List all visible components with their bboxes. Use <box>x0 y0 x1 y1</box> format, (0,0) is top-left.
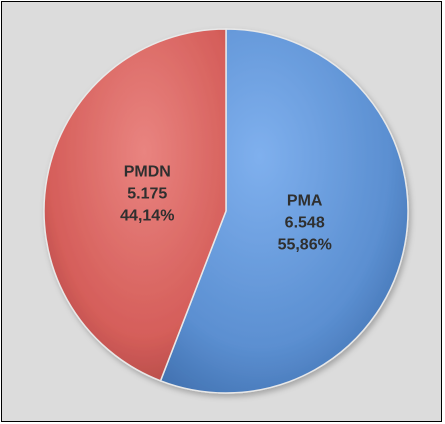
pie-slice-pma <box>159 28 409 394</box>
slice-percent-pma: 55,86% <box>278 237 332 254</box>
slice-value-pmdn: 5.175 <box>127 185 167 202</box>
pie-slice-pmdn <box>43 28 227 382</box>
slice-value-pma: 6.548 <box>285 215 325 232</box>
slice-percent-pmdn: 44,14% <box>120 207 174 224</box>
slice-label-pma: PMA <box>287 193 323 210</box>
slice-label-pmdn: PMDN <box>124 163 171 180</box>
